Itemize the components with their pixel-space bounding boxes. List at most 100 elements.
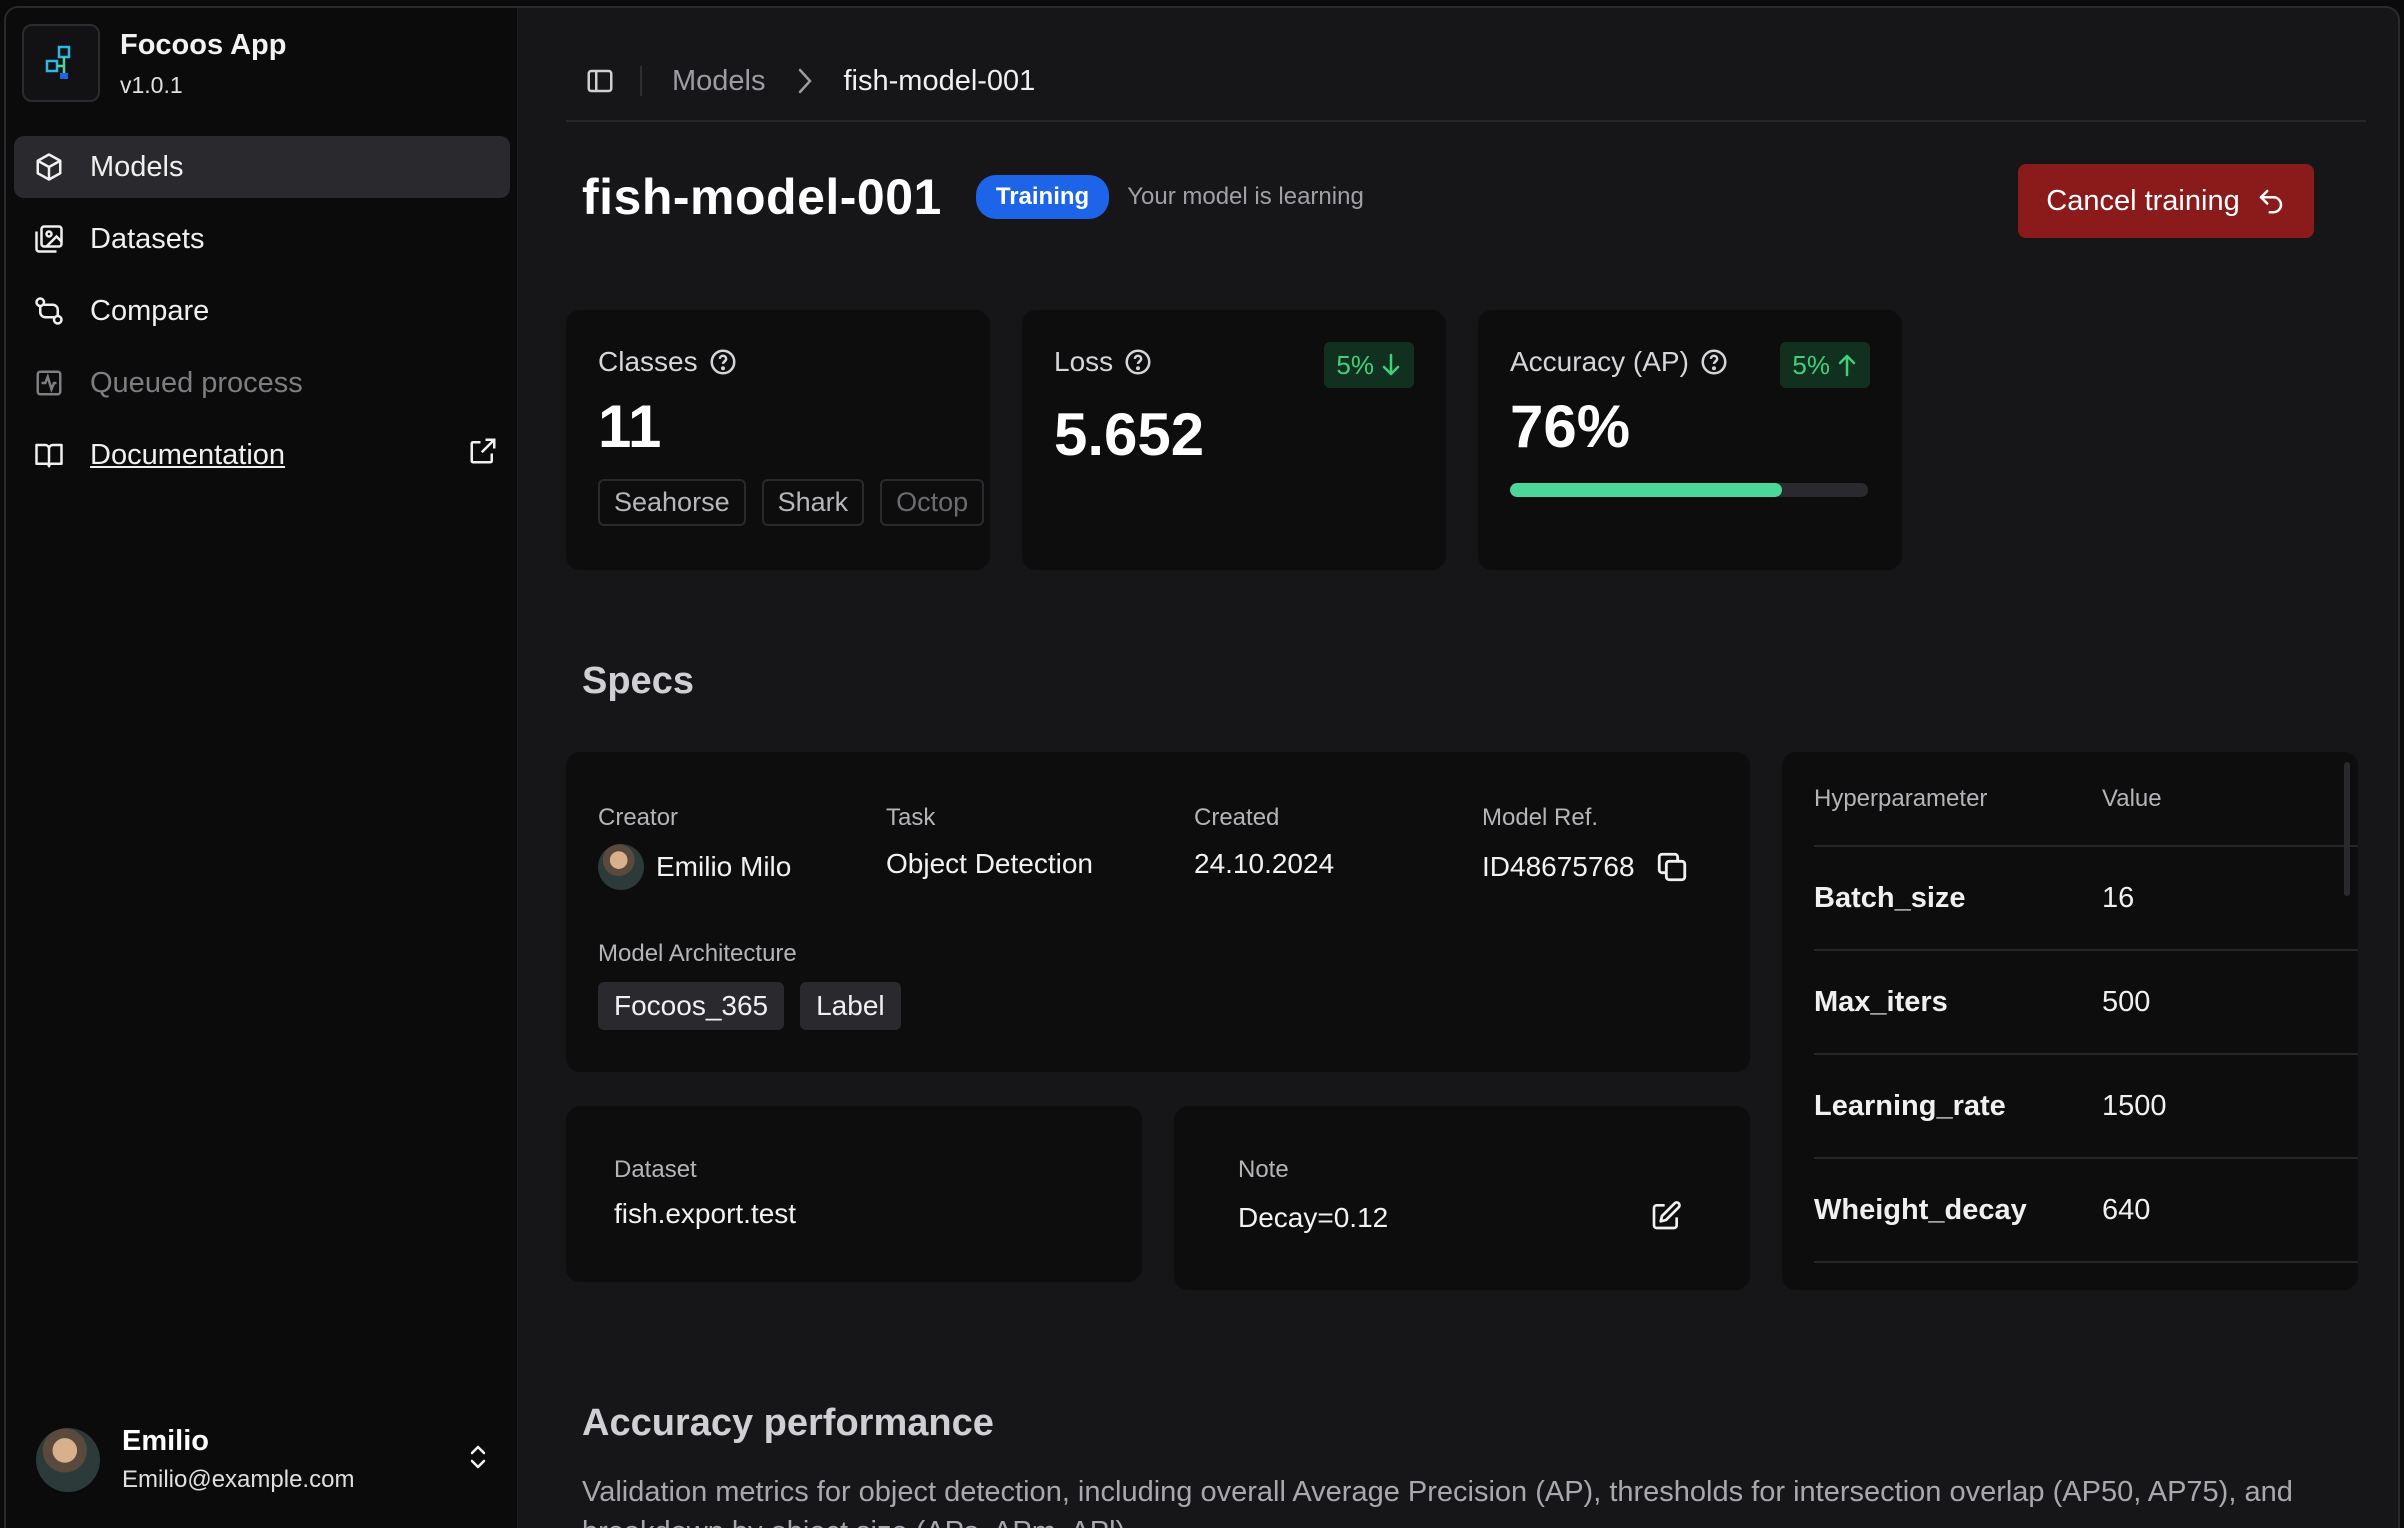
loss-delta-badge: 5% xyxy=(1324,342,1414,388)
task-label: Task xyxy=(886,804,936,831)
app-window: Focoos App v1.0.1 Models Datasets xyxy=(4,6,2400,1528)
chevron-right-icon xyxy=(796,66,814,96)
breadcrumb-models[interactable]: Models xyxy=(672,64,766,97)
dataset-value[interactable]: fish.export.test xyxy=(614,1198,797,1229)
undo-icon xyxy=(2256,186,2286,216)
creator-label: Creator xyxy=(598,804,679,831)
note-card: Note Decay=0.12 xyxy=(1174,1106,1750,1290)
class-chip: Shark xyxy=(761,479,865,526)
accuracy-label: Accuracy (AP) xyxy=(1510,346,1689,377)
accuracy-performance-description: Validation metrics for object detection,… xyxy=(582,1476,2293,1528)
architecture-tag: Focoos_365 xyxy=(598,982,785,1030)
note-label: Note xyxy=(1238,1156,1289,1183)
class-chips: Seahorse Shark Octop xyxy=(598,479,985,526)
accuracy-value: 76% xyxy=(1510,393,1631,460)
specs-title: Specs xyxy=(582,660,694,702)
main-content: Models fish-model-001 fish-model-001 Tra… xyxy=(518,8,2398,1528)
model-ref-label: Model Ref. xyxy=(1482,804,1599,831)
page-title: fish-model-001 xyxy=(582,169,942,225)
hyperparameters-card: Hyperparameter Value Batch_size 16 Max_i… xyxy=(1782,752,2358,1290)
column-header-value: Value xyxy=(2102,752,2358,847)
table-header-row: Hyperparameter Value xyxy=(1814,752,2358,847)
class-chip: Octop xyxy=(880,479,985,526)
task-value: Object Detection xyxy=(886,848,1093,879)
classes-label: Classes xyxy=(598,346,698,377)
user-email: Emilio@example.com xyxy=(122,1466,355,1493)
help-icon[interactable] xyxy=(1123,347,1153,377)
loss-delta: 5% xyxy=(1336,349,1374,380)
hyperparameter-name: Learning_rate xyxy=(1814,1054,2102,1159)
accuracy-delta: 5% xyxy=(1792,349,1830,380)
app-logo-icon xyxy=(22,24,100,102)
hyperparameter-value: 1500 xyxy=(2102,1054,2358,1159)
class-chip: Seahorse xyxy=(598,479,746,526)
classes-value: 11 xyxy=(598,393,662,460)
table-scrollbar[interactable] xyxy=(2344,762,2350,896)
loss-label: Loss xyxy=(1054,346,1114,377)
column-header-hyperparameter: Hyperparameter xyxy=(1814,752,2102,847)
sidebar: Focoos App v1.0.1 Models Datasets xyxy=(6,8,518,1528)
sidebar-item-label: Documentation xyxy=(90,438,286,471)
creator-name: Emilio Milo xyxy=(656,851,792,882)
status-note: Your model is learning xyxy=(1127,183,1364,210)
hyperparameter-value: 500 xyxy=(2102,950,2358,1055)
model-ref-value: ID48675768 xyxy=(1482,851,1635,882)
image-stack-icon xyxy=(32,222,66,256)
cancel-training-label: Cancel training xyxy=(2046,184,2240,217)
table-row: Batch_size 16 xyxy=(1814,846,2358,951)
avatar xyxy=(598,844,644,890)
created-label: Created xyxy=(1194,804,1280,831)
accuracy-delta-badge: 5% xyxy=(1780,342,1870,388)
hyperparameter-value: 16 xyxy=(2102,846,2358,951)
user-menu[interactable]: Emilio Emilio@example.com xyxy=(36,1425,496,1494)
sidebar-item-compare[interactable]: Compare xyxy=(14,280,510,342)
accuracy-progress-bar xyxy=(1510,483,1868,497)
cube-icon xyxy=(32,150,66,184)
breadcrumb-current: fish-model-001 xyxy=(843,64,1036,97)
created-value: 24.10.2024 xyxy=(1194,848,1335,879)
avatar xyxy=(36,1427,100,1492)
sidebar-item-label: Queued process xyxy=(90,366,303,399)
sidebar-item-label: Compare xyxy=(90,294,210,327)
loss-card: Loss 5% 5.652 xyxy=(1022,310,1446,570)
hyperparameter-name: Wheight_decay xyxy=(1814,1158,2102,1263)
app-header[interactable]: Focoos App v1.0.1 xyxy=(22,24,286,102)
sidebar-toggle-icon[interactable] xyxy=(584,65,616,97)
hyperparameter-name: Max_iters xyxy=(1814,950,2102,1055)
sidebar-item-queued-process[interactable]: Queued process xyxy=(14,352,510,414)
git-compare-icon xyxy=(32,294,66,328)
specs-card: Creator Emilio Milo Task Object Detectio… xyxy=(566,752,1750,1072)
hyperparameter-value: 640 xyxy=(2102,1158,2358,1263)
accuracy-card: Accuracy (AP) 5% 76% xyxy=(1478,310,1902,570)
accuracy-performance-title: Accuracy performance xyxy=(582,1402,994,1444)
sidebar-item-models[interactable]: Models xyxy=(14,136,510,198)
cancel-training-button[interactable]: Cancel training xyxy=(2018,164,2314,238)
sidebar-item-label: Models xyxy=(90,150,184,183)
dataset-label: Dataset xyxy=(614,1156,697,1183)
help-icon[interactable] xyxy=(1699,347,1729,377)
classes-card: Classes 11 Seahorse Shark Octop xyxy=(566,310,990,570)
user-name: Emilio xyxy=(122,1425,210,1457)
status-badge: Training xyxy=(975,175,1110,219)
book-icon xyxy=(32,438,66,472)
activity-icon xyxy=(32,366,66,400)
sidebar-item-documentation[interactable]: Documentation xyxy=(14,424,510,486)
page-header: fish-model-001 Training Your model is le… xyxy=(582,168,1364,226)
arrow-up-icon xyxy=(1836,352,1858,378)
architecture-tag: Label xyxy=(800,982,901,1030)
app-version: v1.0.1 xyxy=(120,71,183,98)
loss-value: 5.652 xyxy=(1054,401,1205,468)
chevron-up-down-icon[interactable] xyxy=(466,1442,490,1477)
accuracy-progress-fill xyxy=(1510,483,1783,497)
table-row: Learning_rate 1500 xyxy=(1814,1054,2358,1159)
sidebar-item-datasets[interactable]: Datasets xyxy=(14,208,510,270)
sidebar-nav: Models Datasets Compare Queued process xyxy=(14,136,510,496)
arrow-down-icon xyxy=(1380,352,1402,378)
hyperparameters-table: Hyperparameter Value Batch_size 16 Max_i… xyxy=(1814,752,2358,1263)
sidebar-item-label: Datasets xyxy=(90,222,205,255)
copy-icon[interactable] xyxy=(1655,850,1689,884)
divider xyxy=(640,66,642,96)
edit-icon[interactable] xyxy=(1650,1200,1682,1232)
help-icon[interactable] xyxy=(708,347,738,377)
table-row: Max_iters 500 xyxy=(1814,950,2358,1055)
